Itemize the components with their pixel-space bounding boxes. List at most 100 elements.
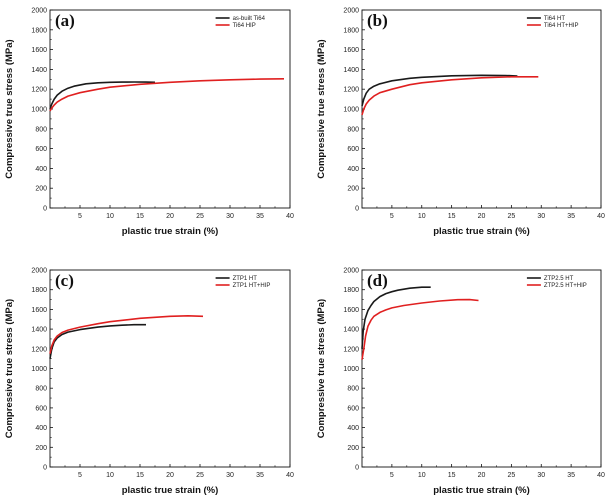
- y-tick-label: 1000: [31, 107, 47, 114]
- y-tick-label: 1400: [31, 67, 47, 74]
- y-tick-label: 200: [35, 445, 47, 452]
- x-tick-label: 30: [226, 213, 234, 220]
- y-tick-label: 1600: [31, 307, 47, 314]
- y-tick-label: 600: [35, 146, 47, 153]
- x-tick-label: 30: [226, 472, 234, 479]
- plot-frame: [49, 9, 291, 209]
- y-tick-label: 800: [347, 126, 359, 133]
- panel-label: (a): [55, 11, 75, 30]
- plot-frame: [361, 269, 602, 468]
- chart-panel-b: 0 200 400 600 800 1000 1200 1400 1600 1800 2000 5 10…: [316, 8, 605, 238]
- y-axis-label: Compressive true stress (MPa): [316, 299, 327, 438]
- series-line-red: [49, 315, 204, 354]
- y-tick-label: 1000: [343, 366, 359, 373]
- y-tick-label: 0: [43, 206, 47, 213]
- series-line-red: [361, 76, 539, 116]
- plot-frame: [49, 269, 291, 468]
- y-tick-label: 600: [35, 405, 47, 412]
- x-tick-label: 20: [166, 213, 174, 220]
- y-tick-label: 2000: [31, 8, 47, 15]
- y-tick-label: 0: [355, 206, 359, 213]
- panel-label: (d): [367, 271, 388, 290]
- y-tick-label: 200: [35, 186, 47, 193]
- y-tick-label: 1800: [343, 287, 359, 294]
- x-tick-label: 40: [286, 213, 294, 220]
- x-tick-label: 5: [390, 472, 394, 479]
- series-line-black: [49, 81, 156, 110]
- x-tick-label: 25: [507, 472, 515, 479]
- series-line-black: [361, 74, 518, 107]
- x-tick-label: 30: [537, 472, 545, 479]
- x-tick-label: 5: [390, 213, 394, 220]
- legend-entry: Ti64 HIP: [233, 23, 256, 29]
- chart-panel-a: 0 200 400 600 800 1000 1200 1400 1600 1800 2000 5 10…: [4, 8, 294, 238]
- x-tick-label: 10: [418, 472, 426, 479]
- y-tick-label: 1600: [31, 47, 47, 54]
- y-tick-label: 800: [35, 126, 47, 133]
- x-tick-label: 35: [567, 213, 575, 220]
- x-tick-label: 10: [418, 213, 426, 220]
- y-tick-label: 1800: [31, 287, 47, 294]
- legend-entry: Ti64 HT: [544, 16, 565, 22]
- x-tick-label: 10: [106, 213, 114, 220]
- y-tick-label: 1400: [31, 327, 47, 334]
- x-tick-label: 40: [286, 472, 294, 479]
- x-axis-label: plastic true strain (%): [433, 485, 530, 496]
- y-tick-label: 0: [355, 465, 359, 472]
- x-tick-label: 25: [507, 213, 515, 220]
- y-tick-label: 2000: [343, 268, 359, 275]
- x-tick-label: 15: [448, 472, 456, 479]
- x-tick-label: 25: [196, 472, 204, 479]
- x-tick-label: 40: [597, 472, 605, 479]
- y-tick-label: 400: [347, 166, 359, 173]
- x-tick-label: 5: [78, 472, 82, 479]
- x-tick-label: 20: [478, 472, 486, 479]
- legend-entry: Ti64 HT+HIP: [544, 23, 579, 29]
- series-line-black: [361, 286, 431, 349]
- x-tick-label: 5: [78, 213, 82, 220]
- chart-panel-d: 0 200 400 600 800 1000 1200 1400 1600 1800 2000 5 10…: [316, 268, 605, 497]
- y-tick-label: 1400: [343, 327, 359, 334]
- y-tick-label: 1200: [31, 346, 47, 353]
- x-tick-label: 15: [136, 213, 144, 220]
- x-tick-label: 30: [537, 213, 545, 220]
- y-tick-label: 1000: [343, 107, 359, 114]
- panel-label: (c): [55, 271, 74, 290]
- y-tick-label: 200: [347, 186, 359, 193]
- y-tick-label: 400: [35, 425, 47, 432]
- x-tick-label: 35: [567, 472, 575, 479]
- y-axis-label: Compressive true stress (MPa): [316, 39, 327, 178]
- y-tick-label: 1000: [31, 366, 47, 373]
- y-axis-label: Compressive true stress (MPa): [4, 39, 15, 178]
- series-line-red: [49, 78, 285, 112]
- y-tick-label: 1200: [31, 87, 47, 94]
- x-tick-label: 40: [597, 213, 605, 220]
- y-axis-label: Compressive true stress (MPa): [4, 299, 15, 438]
- x-tick-label: 15: [136, 472, 144, 479]
- y-tick-label: 1600: [343, 47, 359, 54]
- x-axis-label: plastic true strain (%): [122, 226, 219, 237]
- x-axis-label: plastic true strain (%): [122, 485, 219, 496]
- y-tick-label: 2000: [31, 268, 47, 275]
- x-tick-label: 35: [256, 213, 264, 220]
- y-tick-label: 400: [347, 425, 359, 432]
- y-tick-label: 400: [35, 166, 47, 173]
- y-tick-label: 1400: [343, 67, 359, 74]
- y-tick-label: 0: [43, 465, 47, 472]
- x-tick-label: 35: [256, 472, 264, 479]
- y-tick-label: 1200: [343, 87, 359, 94]
- legend-entry: ZTP1 HT+HIP: [233, 283, 271, 289]
- x-tick-label: 15: [448, 213, 456, 220]
- plot-frame: [361, 9, 602, 209]
- y-tick-label: 2000: [343, 8, 359, 15]
- y-tick-label: 800: [35, 386, 47, 393]
- y-tick-label: 1800: [343, 27, 359, 34]
- x-axis-label: plastic true strain (%): [433, 226, 530, 237]
- y-tick-label: 200: [347, 445, 359, 452]
- y-tick-label: 600: [347, 405, 359, 412]
- legend-entry: ZTP2.5 HT+HIP: [544, 283, 587, 289]
- x-tick-label: 10: [106, 472, 114, 479]
- y-tick-label: 600: [347, 146, 359, 153]
- y-tick-label: 800: [347, 386, 359, 393]
